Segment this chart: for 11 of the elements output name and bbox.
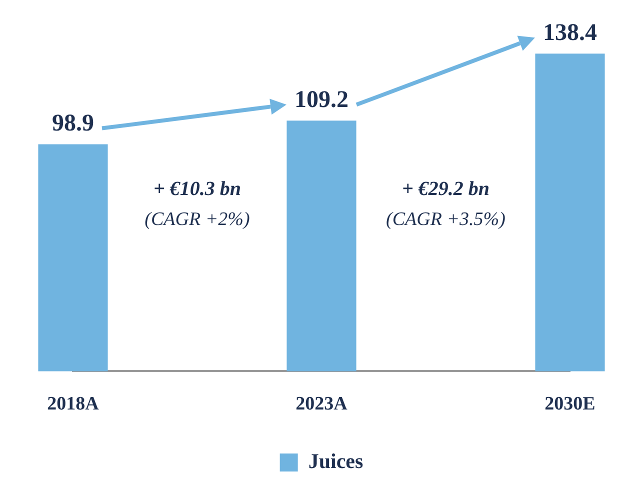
annotation: + €10.3 bn: [153, 178, 242, 200]
legend-label: Juices: [308, 448, 364, 473]
data-label: 98.9: [52, 110, 94, 136]
x-tick-label: 2030E: [544, 394, 596, 415]
annotation: + €29.2 bn: [402, 178, 490, 200]
x-tick-label: 2018A: [47, 394, 100, 415]
annotation: (CAGR +2%): [144, 209, 250, 230]
x-tick-label: 2023A: [296, 394, 348, 415]
data-label: 138.4: [543, 20, 597, 46]
annotation: (CAGR +3.5%): [386, 209, 506, 230]
data-label: 109.2: [294, 86, 348, 113]
